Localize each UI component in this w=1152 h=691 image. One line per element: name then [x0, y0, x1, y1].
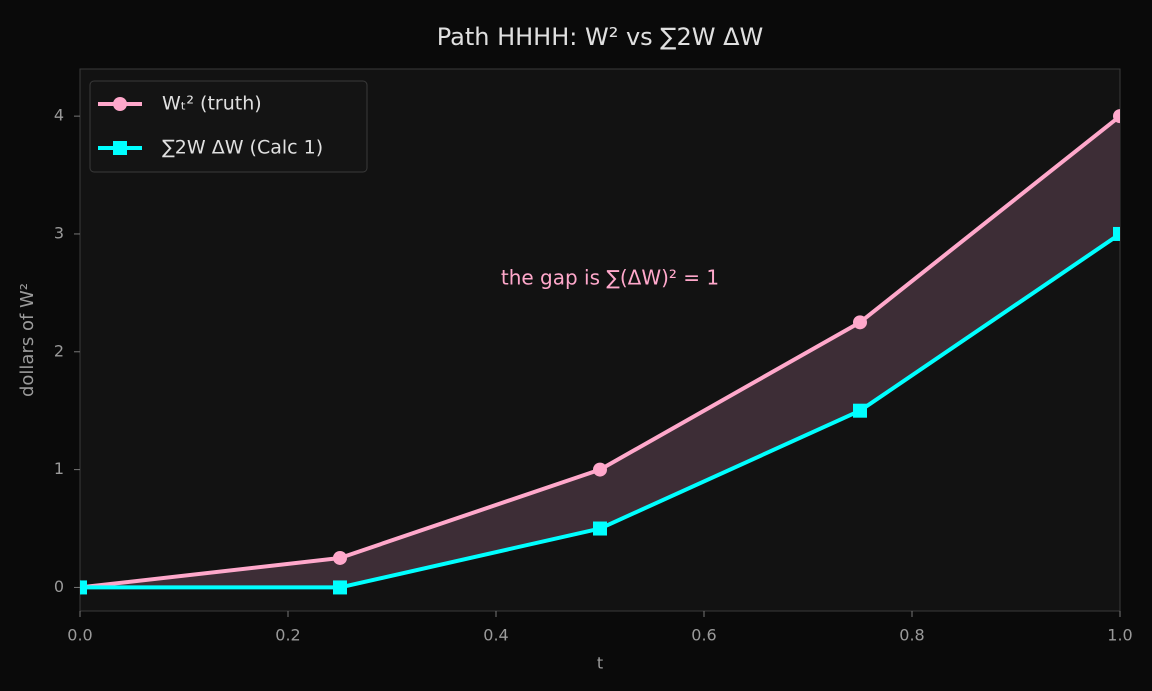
legend-marker	[113, 97, 127, 111]
legend-marker	[113, 141, 127, 155]
y-tick-label: 4	[54, 106, 64, 125]
marker	[1113, 226, 1120, 241]
chart-title: Path HHHH: W² vs ∑2W ΔW	[437, 23, 764, 51]
legend-box	[89, 80, 368, 173]
y-tick-label: 3	[54, 223, 64, 242]
annotation: the gap is ∑(ΔW)² = 1	[501, 266, 719, 290]
y-tick-label: 2	[54, 341, 64, 360]
legend-label: ∑2W ΔW (Calc 1)	[162, 137, 323, 159]
x-tick-label: 1.0	[1107, 626, 1132, 645]
gap-fill	[80, 116, 1120, 588]
marker	[853, 403, 867, 418]
x-tick-label: 0.0	[67, 626, 92, 645]
marker	[853, 315, 867, 330]
x-axis-label: t	[597, 654, 603, 673]
legend: Wₜ² (truth) ∑2W ΔW (Calc 1)	[89, 80, 368, 173]
marker	[80, 580, 87, 595]
marker	[1113, 109, 1120, 124]
marker	[593, 462, 607, 477]
x-tick-label: 0.8	[899, 626, 924, 645]
y-axis-label: dollars of W²	[17, 283, 38, 397]
plot	[80, 109, 1120, 595]
y-tick-label: 0	[54, 577, 64, 596]
marker	[593, 521, 607, 536]
x-tick-label: 0.4	[483, 626, 508, 645]
x-tick-label: 0.6	[691, 626, 716, 645]
marker	[333, 580, 347, 595]
x-tick-label: 0.2	[275, 626, 300, 645]
marker	[333, 550, 347, 565]
y-tick-label: 1	[54, 459, 64, 478]
legend-label: Wₜ² (truth)	[162, 93, 262, 115]
